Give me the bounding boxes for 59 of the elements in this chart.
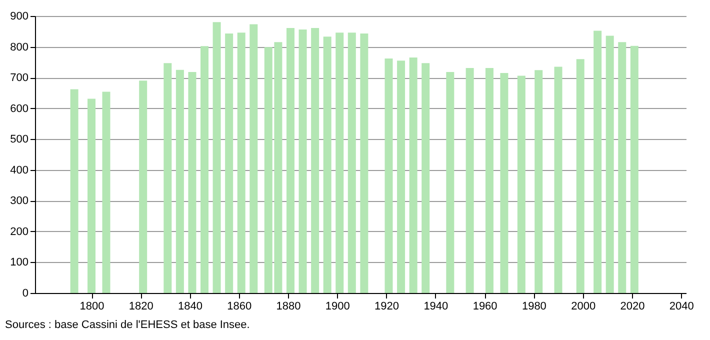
bar — [336, 32, 344, 293]
x-tick-label: 1980 — [522, 300, 546, 312]
x-tick-label: 1940 — [424, 300, 448, 312]
bar — [237, 32, 246, 293]
y-tick-label: 500 — [10, 134, 28, 146]
bar — [554, 66, 562, 293]
y-tick-label: 800 — [10, 41, 28, 54]
bar — [286, 28, 294, 293]
x-tick-label: 1920 — [374, 300, 400, 312]
bar — [250, 24, 258, 293]
bar — [164, 63, 172, 293]
x-tick-label: 1880 — [276, 300, 301, 312]
bar — [212, 22, 221, 293]
bar — [409, 58, 418, 293]
x-tick-label: 2020 — [620, 300, 645, 312]
bar — [397, 60, 406, 293]
x-tick-label: 1960 — [472, 300, 498, 312]
bar — [360, 34, 368, 293]
bar — [594, 30, 602, 293]
bar — [534, 70, 543, 293]
source-note: Sources : base Cassini de l'EHESS et base Insee. — [5, 319, 250, 331]
y-tick-label: 900 — [10, 10, 28, 22]
bar — [102, 92, 110, 293]
bar — [618, 42, 626, 293]
bar — [485, 68, 494, 293]
bar — [348, 32, 356, 293]
x-tick-label: 2040 — [669, 300, 694, 312]
bar — [176, 70, 184, 293]
y-tick-label: 200 — [10, 226, 28, 238]
y-tick-label: 600 — [10, 102, 28, 115]
bar — [70, 89, 78, 293]
bar — [139, 80, 148, 293]
x-tick-label: 1820 — [128, 300, 154, 312]
bar — [298, 30, 307, 293]
x-tick-label: 1800 — [80, 300, 104, 312]
bar — [225, 34, 234, 293]
bar — [200, 46, 209, 293]
bar — [576, 59, 584, 293]
bar — [446, 72, 454, 293]
x-tick-label: 1840 — [178, 300, 203, 312]
bar — [500, 72, 508, 293]
bar — [323, 36, 332, 293]
bar — [422, 63, 430, 293]
x-tick-label: 1860 — [227, 300, 252, 312]
bar — [88, 98, 96, 293]
x-tick-label: 2000 — [571, 300, 596, 312]
bar — [466, 68, 474, 293]
y-tick-label: 0 — [22, 288, 28, 300]
bar — [188, 72, 196, 293]
bar — [630, 46, 638, 293]
bar — [606, 36, 614, 293]
bar — [384, 58, 393, 293]
y-tick-label: 700 — [10, 72, 28, 84]
x-tick-label: 1900 — [325, 300, 350, 312]
bar — [517, 76, 526, 293]
y-tick-label: 400 — [10, 164, 28, 176]
bar — [311, 28, 320, 293]
y-tick-label: 300 — [10, 195, 28, 208]
y-tick-label: 100 — [10, 256, 28, 269]
